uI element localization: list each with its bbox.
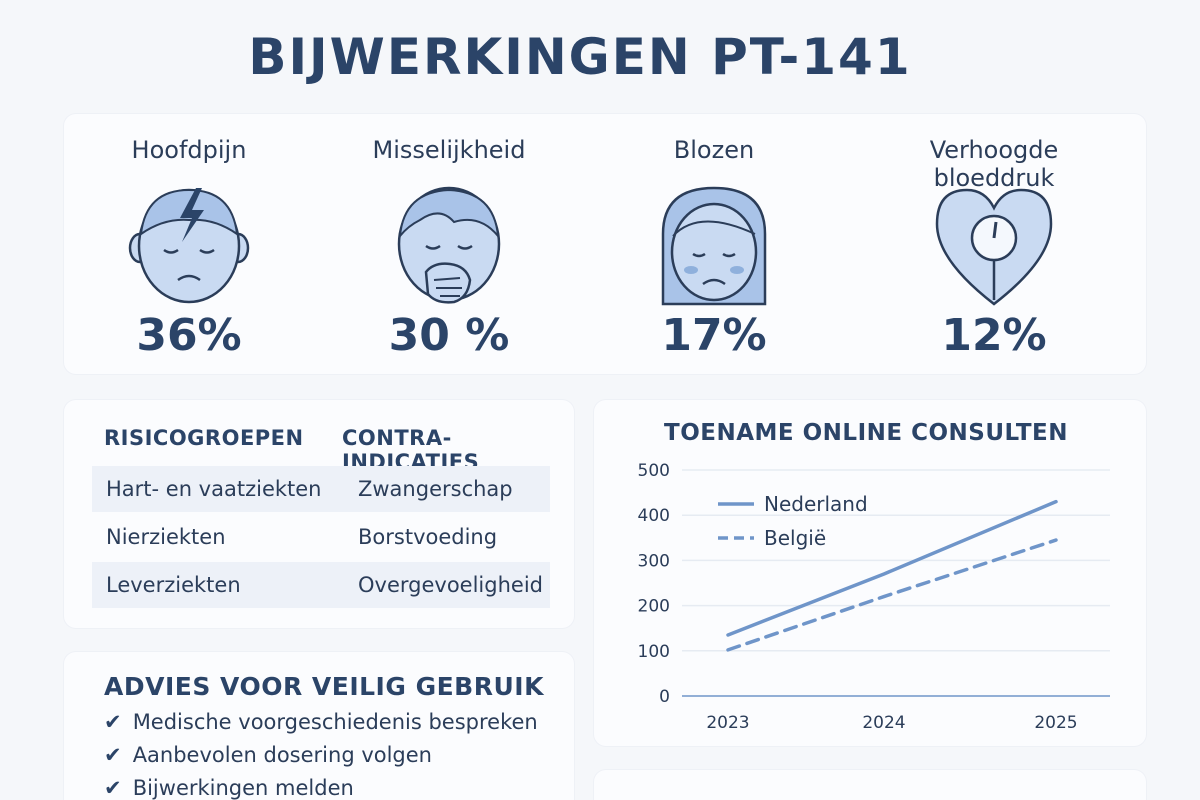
risk-group-cell: Leverziekten	[106, 573, 241, 597]
advice-text: Medische voorgeschiedenis bespreken	[133, 710, 538, 734]
x-tick-label: 2025	[1034, 713, 1077, 733]
y-tick-label: 500	[638, 461, 670, 481]
side-effect-name: Misselijkheid	[324, 136, 574, 164]
nausea-face-icon	[384, 184, 514, 306]
heart-gauge-icon	[929, 184, 1059, 306]
y-tick-label: 100	[638, 642, 670, 662]
side-effect-percentage: 12%	[869, 310, 1119, 361]
list-item: ✔ Medische voorgeschiedenis bespreken	[104, 710, 538, 734]
risk-table-panel: RISICOGROEPEN CONTRA-INDICATIES Hart- en…	[64, 400, 574, 628]
side-effect-percentage: 17%	[589, 310, 839, 361]
series-line-1	[728, 540, 1056, 650]
side-effect-name: Blozen	[589, 136, 839, 164]
headache-face-icon	[124, 184, 254, 306]
table-row: Leverziekten Overgevoeligheid	[92, 562, 550, 608]
checkmark-icon: ✔	[104, 743, 126, 767]
contraindication-cell: Zwangerschap	[358, 477, 513, 501]
side-effect-name: Hoofdpijn	[64, 136, 314, 164]
list-item: ✔ Aanbevolen dosering volgen	[104, 743, 432, 767]
y-tick-label: 200	[638, 597, 670, 617]
y-tick-label: 400	[638, 506, 670, 526]
contraindication-cell: Overgevoeligheid	[358, 573, 543, 597]
advice-text: Aanbevolen dosering volgen	[133, 743, 432, 767]
side-effect-card: Verhoogde bloeddruk 12%	[869, 114, 1119, 374]
table-row: Hart- en vaatziekten Zwangerschap	[92, 466, 550, 512]
checkmark-icon: ✔	[104, 710, 126, 734]
advice-text: Bijwerkingen melden	[133, 776, 354, 800]
legend-label: Nederland	[764, 492, 868, 516]
side-effects-panel: Hoofdpijn 36% Misselijkheid 30 % Blozen	[64, 114, 1146, 374]
line-chart: 0 100 200 300 400 500 2023 2024 2025 Nederland Bel…	[594, 400, 1146, 746]
legend-label: België	[764, 526, 826, 550]
checkmark-icon: ✔	[104, 776, 126, 800]
chart-panel: TOENAME ONLINE CONSULTEN 0 100 200 300 400 50…	[594, 400, 1146, 746]
x-tick-label: 2024	[862, 713, 905, 733]
series-line-0	[728, 502, 1056, 635]
table-row: Nierziekten Borstvoeding	[92, 514, 550, 560]
x-tick-label: 2023	[706, 713, 749, 733]
side-effect-percentage: 30 %	[324, 310, 574, 361]
side-effect-card: Blozen 17%	[589, 114, 839, 374]
advice-title: ADVIES VOOR VEILIG GEBRUIK	[104, 672, 544, 701]
risk-groups-header: RISICOGROEPEN	[104, 426, 304, 450]
secondary-panel	[594, 770, 1146, 800]
advice-panel: ADVIES VOOR VEILIG GEBRUIK ✔ Medische vo…	[64, 652, 574, 800]
risk-group-cell: Nierziekten	[106, 525, 226, 549]
y-tick-label: 0	[659, 687, 670, 707]
side-effect-card: Hoofdpijn 36%	[64, 114, 314, 374]
risk-group-cell: Hart- en vaatziekten	[106, 477, 322, 501]
contraindication-cell: Borstvoeding	[358, 525, 497, 549]
list-item: ✔ Bijwerkingen melden	[104, 776, 354, 800]
side-effect-percentage: 36%	[64, 310, 314, 361]
flushed-face-icon	[649, 184, 779, 306]
page-title: BIJWERKINGEN PT-141	[0, 28, 1160, 86]
y-tick-label: 300	[638, 551, 670, 571]
side-effect-card: Misselijkheid 30 %	[324, 114, 574, 374]
